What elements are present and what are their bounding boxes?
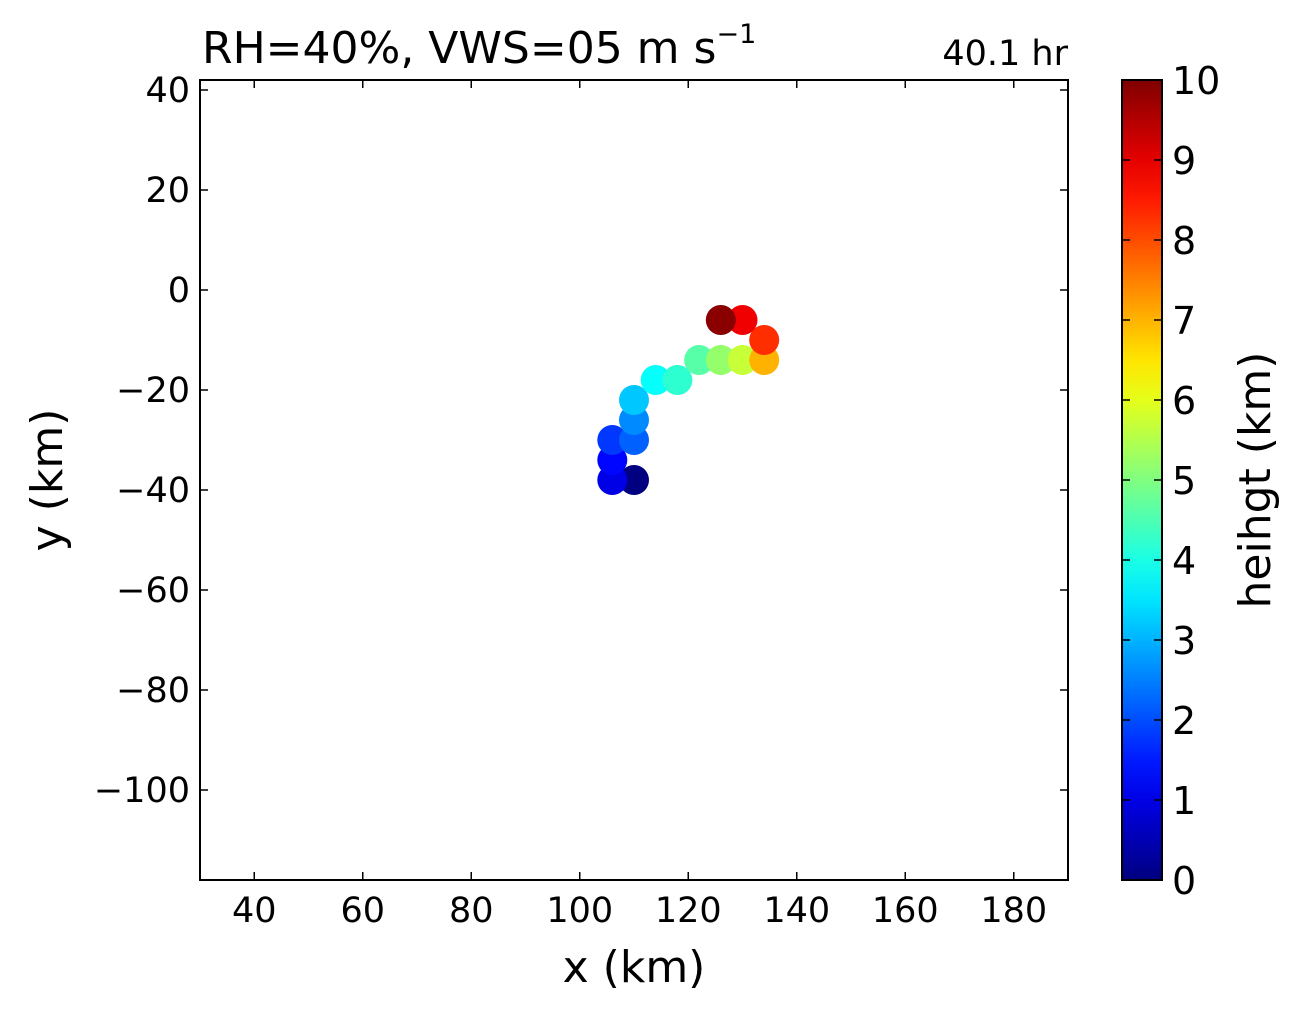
y-tick-label: −100 — [94, 771, 190, 811]
y-tick-label: −40 — [116, 471, 190, 511]
colorbar: 0 1 2 3 4 5 6 7 8 9 10 — [1121, 59, 1220, 903]
colorbar-tick-label: 7 — [1172, 299, 1196, 343]
y-axis-label: y (km) — [22, 409, 73, 552]
colorbar-tick-label: 3 — [1172, 619, 1196, 663]
y-tick-label: 0 — [168, 271, 190, 311]
colorbar-tick-label: 4 — [1172, 539, 1196, 583]
x-tick-label: 120 — [655, 891, 722, 931]
scatter-point — [597, 425, 628, 455]
x-axis-ticks: 40 60 80 100 120 140 160 180 — [232, 80, 1047, 931]
colorbar-tick-label: 8 — [1172, 219, 1196, 263]
y-tick-label: −80 — [116, 671, 190, 711]
colorbar-tick-label: 6 — [1172, 379, 1196, 423]
scatter-point — [684, 345, 715, 375]
y-tick-label: −60 — [116, 571, 190, 611]
colorbar-tick-label: 5 — [1172, 459, 1196, 503]
scatter-point — [705, 345, 736, 375]
colorbar-label: heihgt (km) — [1230, 352, 1281, 609]
colorbar-ticks: 0 1 2 3 4 5 6 7 8 9 10 — [1122, 59, 1220, 903]
colorbar-tick-label: 1 — [1172, 779, 1196, 823]
colorbar-tick-label: 2 — [1172, 699, 1196, 743]
chart-title-exponent: −1 — [716, 19, 756, 50]
y-tick-label: −20 — [116, 371, 190, 411]
scatter-point — [619, 465, 649, 495]
scatter-point — [749, 325, 780, 355]
colorbar-tick-label: 0 — [1172, 859, 1196, 903]
scatter-point — [619, 385, 649, 415]
x-tick-label: 100 — [546, 891, 613, 931]
chart-title: RH=40%, VWS=05 m s−1 — [202, 19, 756, 74]
scatter-point — [662, 365, 693, 395]
scatter-point — [640, 365, 671, 395]
plot-area: 40 60 80 100 120 140 160 180 40 20 0 −20 −40 −60 −80 −… — [94, 71, 1069, 931]
time-label: 40.1 hr — [942, 34, 1068, 74]
x-tick-label: 180 — [980, 891, 1047, 931]
y-tick-label: 40 — [145, 71, 190, 111]
x-axis-label: x (km) — [563, 942, 706, 993]
y-tick-label: 20 — [145, 171, 190, 211]
scatter-point — [705, 305, 736, 335]
x-tick-label: 60 — [340, 891, 385, 931]
y-axis-ticks: 40 20 0 −20 −40 −60 −80 −100 — [94, 71, 1068, 811]
x-tick-label: 160 — [872, 891, 939, 931]
x-tick-label: 140 — [763, 891, 830, 931]
scatter-points — [597, 305, 780, 495]
x-tick-label: 40 — [232, 891, 277, 931]
scatter-point — [727, 305, 758, 335]
colorbar-tick-label: 10 — [1172, 59, 1220, 103]
scatter-point — [727, 345, 758, 375]
colorbar-tick-label: 9 — [1172, 139, 1196, 183]
x-tick-label: 80 — [449, 891, 494, 931]
chart-title-main: RH=40%, VWS=05 m s — [202, 23, 716, 74]
